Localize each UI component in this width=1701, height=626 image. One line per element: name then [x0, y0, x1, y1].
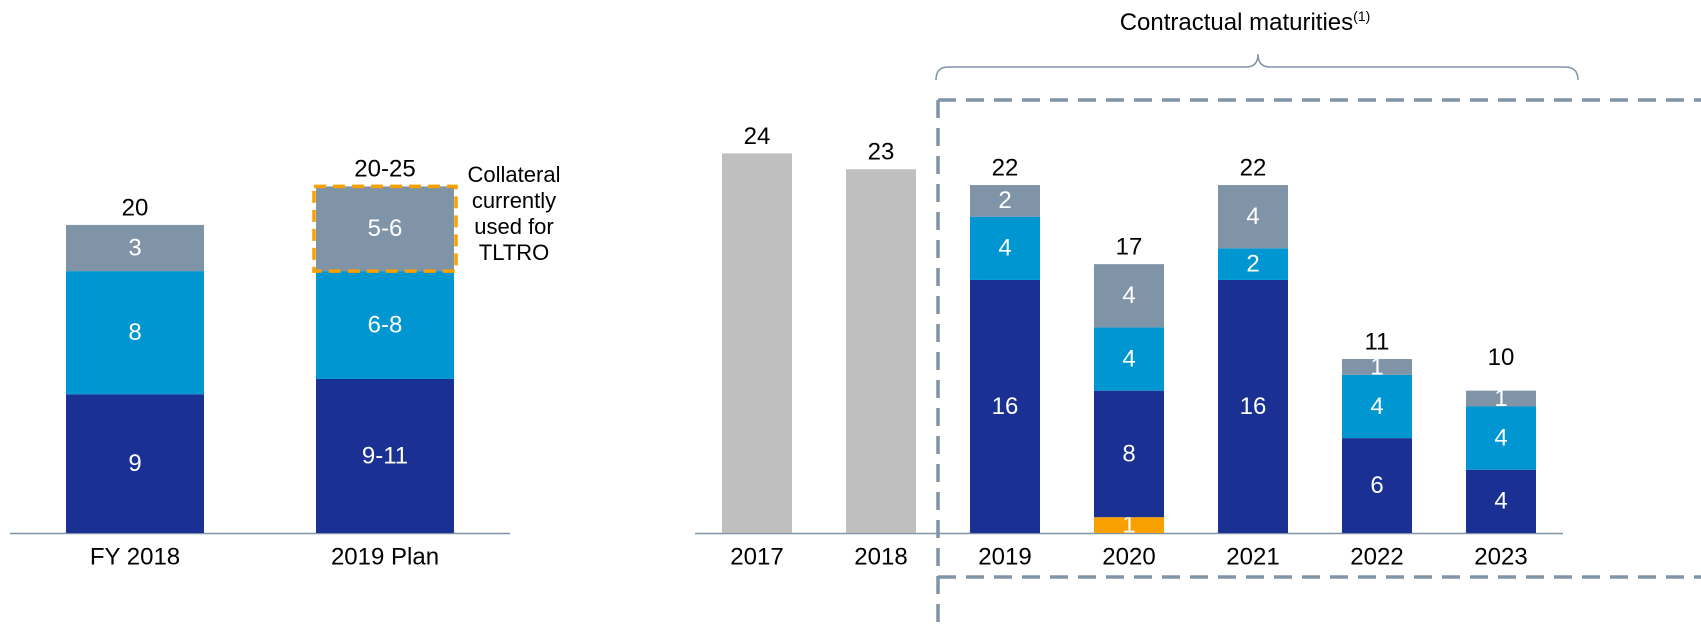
value-label: 2: [1246, 250, 1259, 277]
x-tick-label: 2020: [1102, 543, 1155, 570]
bar-segment: [66, 271, 204, 395]
value-label: 4: [1122, 282, 1135, 309]
value-label: 6: [1370, 472, 1383, 499]
bar-segment: [1466, 390, 1536, 407]
x-tick-label: 2022: [1350, 543, 1403, 570]
bar-segment: [66, 224, 204, 272]
value-label: 16: [992, 393, 1019, 420]
bar-segment: [1466, 406, 1536, 470]
bar-segment: [316, 186, 454, 272]
bar-segment: [1342, 438, 1412, 533]
x-tick-label: 2019 Plan: [331, 543, 439, 570]
bar-segment: [1094, 390, 1164, 518]
bar-segment: [970, 279, 1040, 533]
value-label: 1: [1370, 353, 1383, 380]
x-tick-label: 2023: [1474, 543, 1527, 570]
total-label: 17: [1116, 233, 1143, 260]
value-label: 4: [1370, 393, 1383, 420]
value-label: 16: [1240, 393, 1267, 420]
value-label: 4: [998, 235, 1011, 262]
bar-segment: [970, 185, 1040, 217]
total-label: 22: [992, 154, 1019, 181]
x-tick-label: FY 2018: [90, 543, 180, 570]
value-label: 1: [1122, 511, 1135, 538]
annotation: Collateral currently used for TLTRO: [467, 162, 561, 265]
total-label: 20: [122, 194, 149, 221]
x-tick-label: 2017: [730, 543, 783, 570]
bar-segment: [1342, 374, 1412, 439]
value-label: 4: [1494, 424, 1507, 451]
total-label: 22: [1240, 154, 1267, 181]
bar-segment: [970, 216, 1040, 280]
bar-segment: [1218, 279, 1288, 533]
bar-segment: [316, 271, 454, 379]
total-label: 10: [1488, 344, 1515, 371]
annotation-text: Contractual maturities: [1120, 9, 1353, 36]
value-label: 5-6: [368, 215, 403, 242]
bar-segment: [846, 169, 916, 534]
bar-segment: [316, 378, 454, 533]
bar-segment: [1094, 264, 1164, 328]
annotation-note: (1): [1353, 8, 1370, 24]
total-label: 24: [744, 123, 771, 150]
value-label: 4: [1494, 488, 1507, 515]
bar-segment: [1466, 469, 1536, 533]
value-label: 4: [1122, 345, 1135, 372]
value-label: 8: [128, 319, 141, 346]
x-tick-label: 2019: [978, 543, 1031, 570]
x-tick-label: 2018: [854, 543, 907, 570]
value-label: 2: [998, 187, 1011, 214]
bar-segment: [1342, 359, 1412, 375]
value-label: 9: [128, 450, 141, 477]
brace: [935, 53, 1579, 81]
bar-segment: [66, 394, 204, 533]
x-tick-label: 2021: [1226, 543, 1279, 570]
value-label: 8: [1122, 440, 1135, 467]
bar-segment: [722, 153, 792, 533]
value-label: 3: [128, 234, 141, 261]
bar-segment: [1094, 327, 1164, 391]
value-label: 1: [1494, 385, 1507, 412]
total-label: 23: [868, 139, 895, 166]
bar-segment: [1218, 185, 1288, 249]
value-label: 9-11: [362, 442, 408, 469]
annotation: Contractual maturities(1): [1120, 8, 1371, 37]
dashed-box: [936, 98, 1701, 626]
value-label: 6-8: [368, 311, 403, 338]
value-label: 4: [1246, 203, 1259, 230]
total-label: 20-25: [354, 156, 415, 183]
total-label: 11: [1365, 328, 1390, 355]
bar-segment: [1218, 248, 1288, 280]
bar-segment: [1094, 517, 1164, 533]
